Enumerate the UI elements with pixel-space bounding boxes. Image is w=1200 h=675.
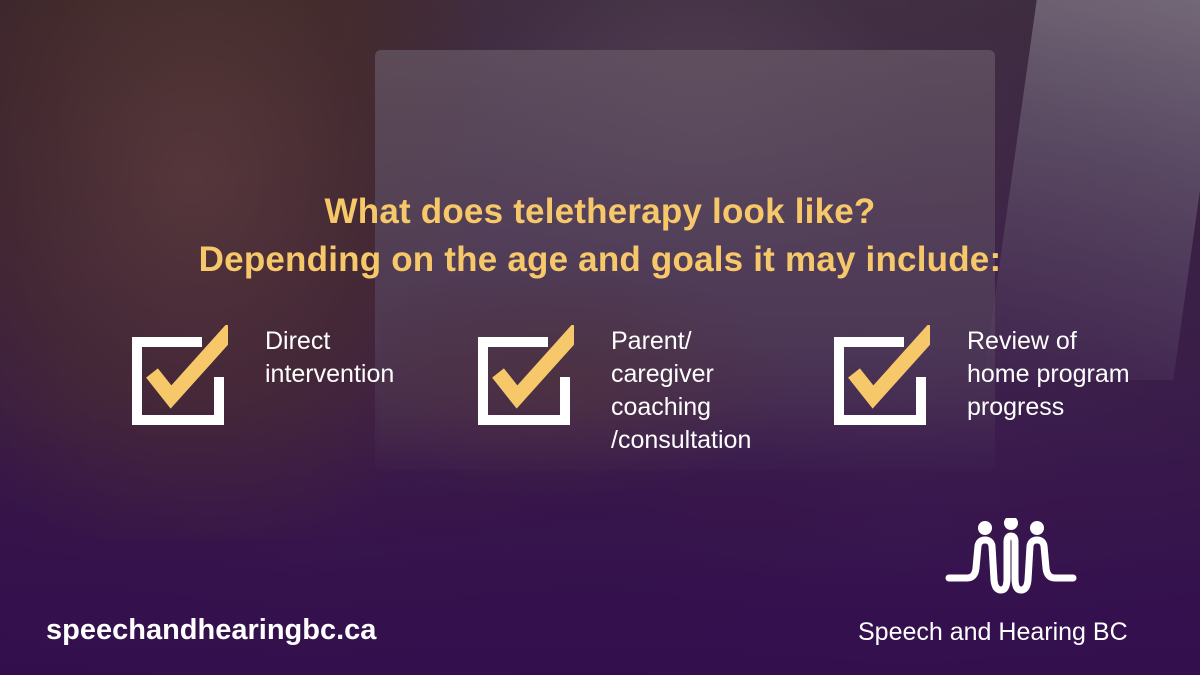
item-label-line: Parent/ <box>611 327 692 355</box>
item-label: Review of home program progress <box>967 325 1130 424</box>
headline: What does teletherapy look like? Dependi… <box>0 188 1200 284</box>
item-label: Direct intervention <box>265 325 394 391</box>
brand-name: Speech and Hearing BC <box>858 618 1128 646</box>
item-label-line: Review of <box>967 327 1077 355</box>
headline-line-1: What does teletherapy look like? <box>324 192 876 231</box>
item-label-line: coaching <box>611 393 712 421</box>
item-label-line: /consultation <box>611 426 752 454</box>
checkbox-checked-icon <box>132 325 228 425</box>
checkbox-checked-icon <box>834 325 930 425</box>
item-label-line: Direct <box>265 327 331 355</box>
item-label-line: caregiver <box>611 360 714 388</box>
item-label-line: home program <box>967 360 1130 388</box>
item-label: Parent/ caregiver coaching /consultation <box>611 325 751 457</box>
headline-line-2: Depending on the age and goals it may in… <box>198 240 1002 279</box>
checkbox-checked-icon <box>478 325 574 425</box>
item-label-line: intervention <box>265 360 395 388</box>
website-link[interactable]: speechandhearingbc.ca <box>46 614 377 646</box>
speech-and-hearing-bc-logo <box>945 518 1077 594</box>
item-label-line: progress <box>967 393 1065 421</box>
